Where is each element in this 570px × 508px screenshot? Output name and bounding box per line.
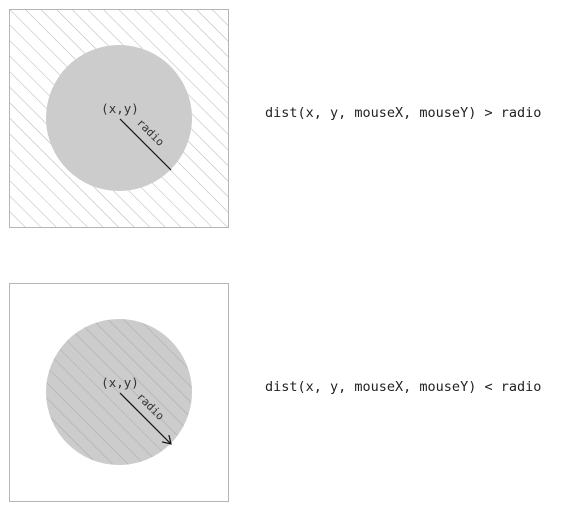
center-label: (x,y) <box>101 101 139 116</box>
center-label: (x,y) <box>101 375 139 390</box>
inside-circle-panel: (x,y) radio <box>9 283 229 502</box>
radius-line <box>119 118 172 171</box>
radius-arrow <box>119 392 171 444</box>
inside-condition-text: dist(x, y, mouseX, mouseY) < radio <box>265 379 542 395</box>
inside-circle-diagram: (x,y) radio <box>9 283 229 502</box>
outside-circle-panel: (x,y) radio <box>9 9 229 228</box>
outside-circle-diagram: (x,y) radio <box>9 9 229 228</box>
outside-condition-text: dist(x, y, mouseX, mouseY) > radio <box>265 105 542 121</box>
